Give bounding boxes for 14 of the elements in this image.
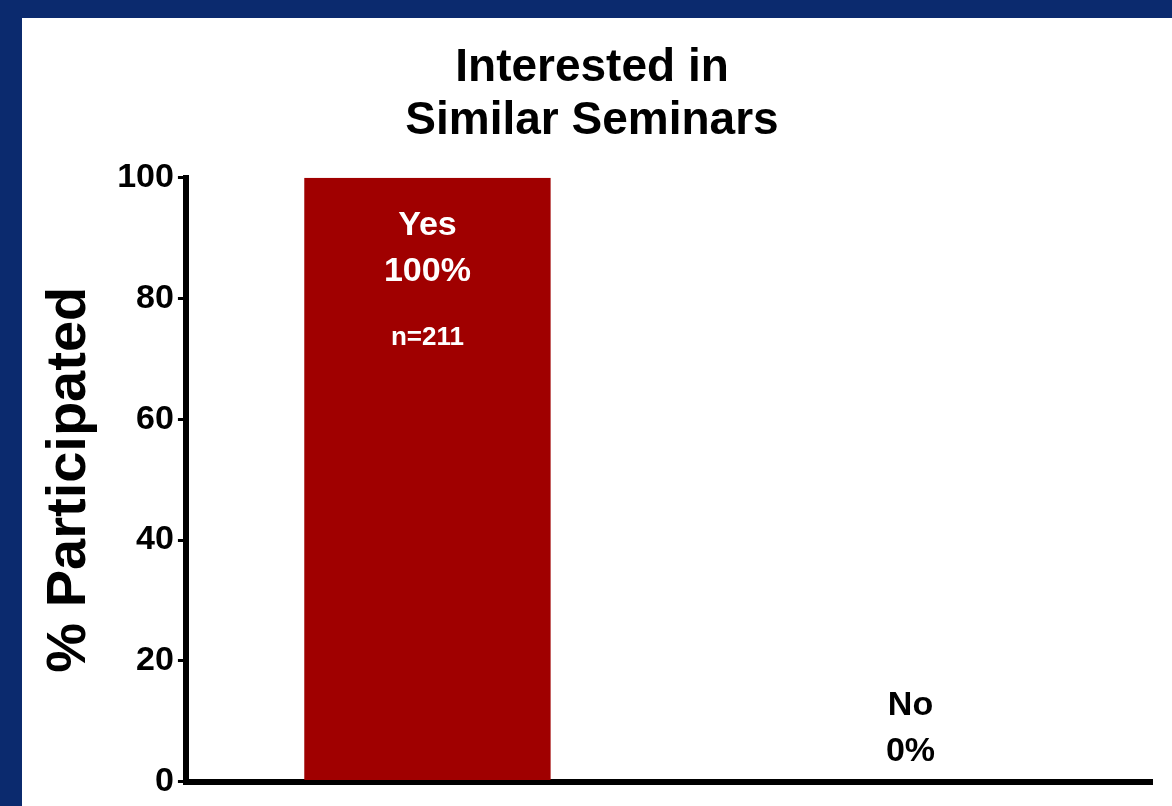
y-tick-label: 60 bbox=[136, 397, 174, 436]
y-tick-label: 20 bbox=[136, 639, 174, 678]
x-tick-label: No bbox=[887, 683, 934, 722]
x-tick-label: Yes bbox=[398, 204, 457, 243]
data-label: 100% bbox=[383, 250, 471, 289]
data-label: 0% bbox=[885, 729, 936, 768]
y-axis-title: % Participated bbox=[34, 286, 98, 673]
y-tick-label: 0 bbox=[155, 759, 174, 798]
annotation: n=211 bbox=[390, 320, 464, 351]
y-tick-label: 80 bbox=[136, 276, 174, 315]
y-tick-label: 100 bbox=[117, 156, 174, 195]
chart-title: Interested in Similar Seminars bbox=[405, 39, 779, 145]
y-tick-label: 40 bbox=[136, 518, 174, 557]
panel-frame: % Participated Interested in Similar Seminars 0 20 40 60 80 100 Yes 100% No 0% n=211 bbox=[22, 18, 1172, 806]
